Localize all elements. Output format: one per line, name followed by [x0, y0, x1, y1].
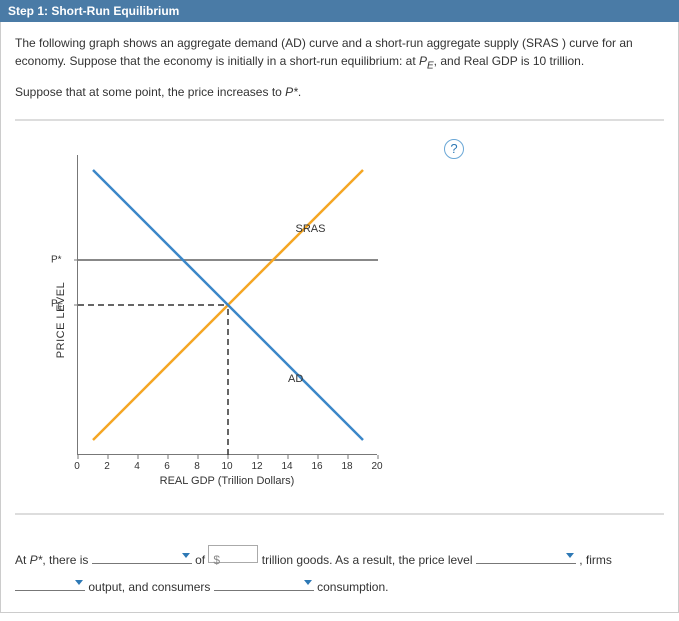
step-header: Step 1: Short-Run Equilibrium [0, 0, 679, 22]
chart-container: ? PRICE LEVEL SRAS AD 0 2 4 6 8 10 12 14 16 18 20 RE… [15, 139, 664, 495]
xtick: 4 [134, 461, 140, 472]
xtick: 10 [221, 461, 232, 472]
dropdown-condition[interactable] [92, 548, 192, 564]
input-amount[interactable]: $ [208, 545, 258, 563]
fill-t2: , there is [42, 553, 91, 567]
intro-p2-var: P* [285, 85, 298, 99]
intro-text: The following graph shows an aggregate d… [15, 34, 664, 101]
plot-region: SRAS AD [77, 155, 377, 455]
intro-p1-b: , and Real GDP is 10 trillion. [434, 54, 585, 68]
intro-p1-sub: E [427, 60, 434, 71]
x-axis-label: REAL GDP (Trillion Dollars) [160, 475, 295, 487]
fill-t7: consumption. [317, 580, 388, 594]
sras-label: SRAS [296, 223, 326, 235]
xtick: 6 [164, 461, 170, 472]
divider-bottom [15, 513, 664, 515]
intro-p1-var: P [419, 54, 427, 68]
xtick: 2 [104, 461, 110, 472]
divider-top [15, 119, 664, 121]
plot-svg [78, 155, 378, 455]
step-title: Step 1: Short-Run Equilibrium [8, 4, 179, 18]
fill-t1: At [15, 553, 30, 567]
y-axis-label: PRICE LEVEL [55, 282, 67, 358]
content-panel: The following graph shows an aggregate d… [0, 22, 679, 613]
dropdown-consumers[interactable] [214, 575, 314, 591]
help-button[interactable]: ? [444, 139, 464, 159]
xtick: 8 [194, 461, 200, 472]
xtick: 0 [74, 461, 80, 472]
ytick: PE [51, 299, 63, 312]
ytick: P* [51, 255, 62, 266]
fill-t4: trillion goods. As a result, the price l… [262, 553, 476, 567]
fill-in-sentence: At P*, there is of $ trillion goods. As … [15, 545, 664, 600]
ad-label: AD [288, 373, 303, 385]
input-amount-placeholder: $ [213, 553, 220, 567]
intro-p1: The following graph shows an aggregate d… [15, 34, 664, 73]
fill-t6: output, and consumers [88, 580, 213, 594]
dropdown-firms[interactable] [15, 575, 85, 591]
intro-p2-b: . [298, 85, 301, 99]
xtick: 20 [371, 461, 382, 472]
chart-area: PRICE LEVEL SRAS AD 0 2 4 6 8 10 12 14 16 18 20 REAL… [27, 145, 407, 495]
xtick: 16 [311, 461, 322, 472]
fill-t5: , firms [579, 553, 612, 567]
xtick: 14 [281, 461, 292, 472]
intro-p2-a: Suppose that at some point, the price in… [15, 85, 285, 99]
intro-p2: Suppose that at some point, the price in… [15, 83, 664, 101]
fill-t3: of [195, 553, 208, 567]
dropdown-pricelevel[interactable] [476, 548, 576, 564]
xtick: 12 [251, 461, 262, 472]
fill-var: P* [30, 553, 43, 567]
help-icon: ? [450, 141, 457, 156]
xtick: 18 [341, 461, 352, 472]
